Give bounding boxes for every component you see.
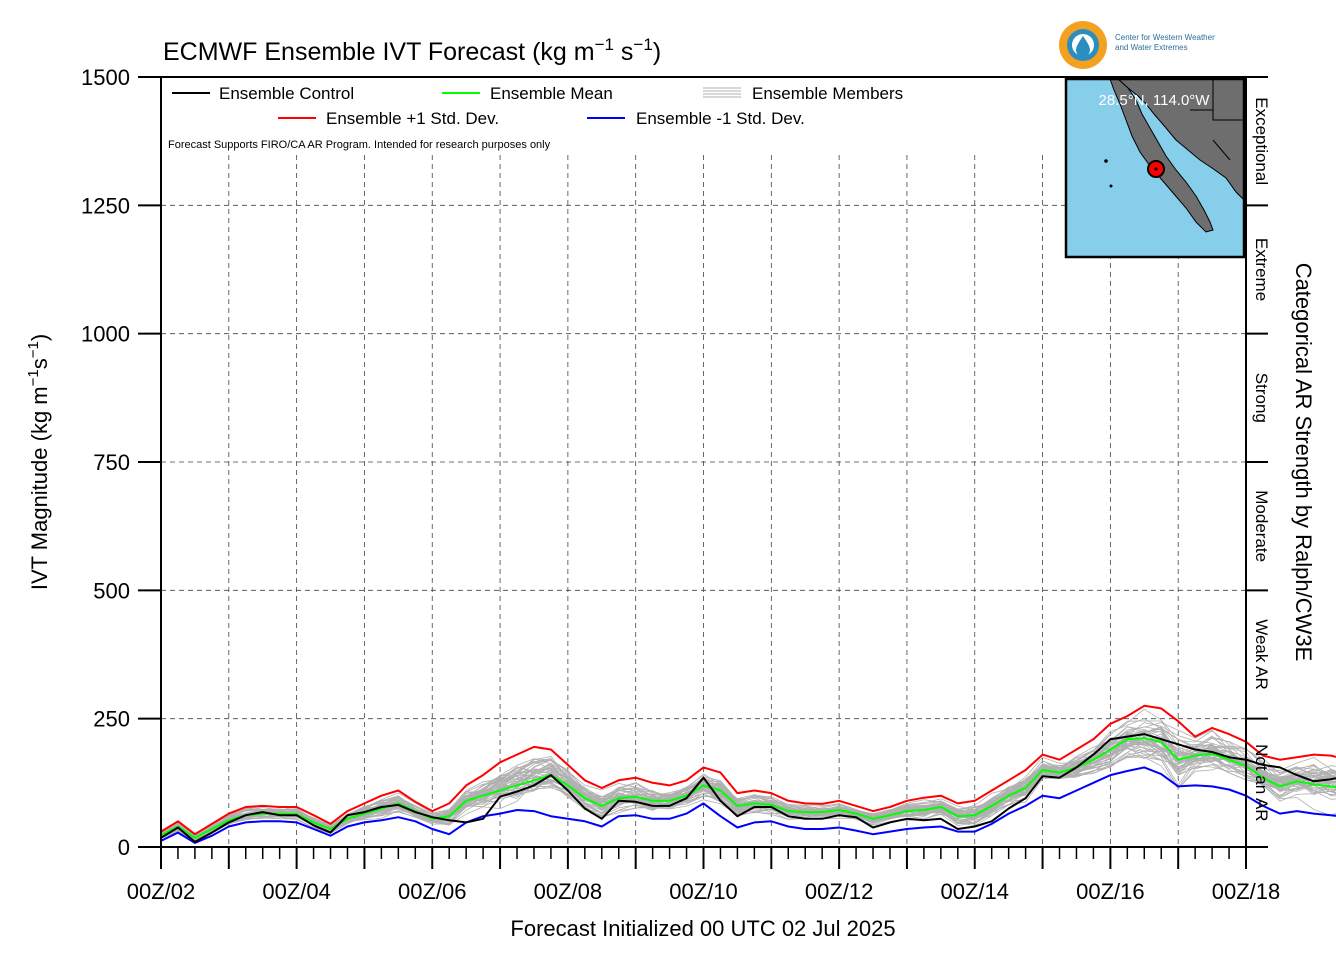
water-drop-icon: [1076, 36, 1090, 57]
legend-swatch-members: [703, 87, 741, 98]
category-label: Not an AR: [1252, 744, 1271, 822]
x-tick-label: 00Z/02: [127, 879, 196, 904]
x-tick-label: 00Z/14: [941, 879, 1010, 904]
legend-label-control: Ensemble Control: [219, 84, 354, 103]
member-line: [160, 735, 1336, 839]
series-line-ensemble-1-std-dev-: [160, 704, 1336, 836]
y-tick-label: 750: [93, 450, 130, 475]
legend: Ensemble Control Ensemble Mean Ensemble …: [168, 84, 903, 151]
map-island: [1109, 184, 1113, 188]
x-tick-label: 00Z/08: [534, 879, 603, 904]
series-line-ensemble-control: [160, 733, 1336, 843]
y-tick-label: 500: [93, 578, 130, 603]
member-line: [160, 737, 1336, 837]
y-tick-label: 1250: [81, 193, 130, 218]
x-tick-label: 00Z/16: [1076, 879, 1145, 904]
y-axis: 0 250 500 750 1000 1250 1500: [81, 65, 161, 860]
research-note: Forecast Supports FIRO/CA AR Program. In…: [168, 139, 551, 151]
x-tick-label: 00Z/12: [805, 879, 874, 904]
category-label: Exceptional: [1252, 97, 1271, 185]
y-axis-label: IVT Magnitude (kg m−1s−1): [25, 334, 52, 590]
x-axis: 00Z/02 00Z/04 00Z/06 00Z/08 00Z/10 00Z/12 00Z/…: [127, 847, 1281, 904]
member-line: [160, 736, 1336, 838]
location-marker-center: [1154, 167, 1158, 171]
category-label: Strong: [1252, 373, 1271, 423]
x-tick-label: 00Z/10: [669, 879, 738, 904]
legend-label-plus-std: Ensemble +1 Std. Dev.: [326, 109, 499, 128]
y-tick-label: 1000: [81, 322, 130, 347]
y-tick-label: 1500: [81, 65, 130, 90]
legend-label-mean: Ensemble Mean: [490, 84, 613, 103]
map-baja-peninsula: [1109, 78, 1214, 233]
right-axis-title: Categorical AR Strength by Ralph/CW3E: [1291, 263, 1316, 662]
ensemble-members: [160, 708, 1336, 843]
series-lines: [160, 704, 1336, 844]
map-island: [1104, 159, 1108, 163]
right-category-axis: Exceptional Extreme Strong Moderate Weak AR N…: [1246, 76, 1271, 848]
map-borders: [1190, 79, 1244, 161]
y-tick-label: 0: [118, 835, 130, 860]
map-coordinate-label: 28.5°N, 114.0°W: [1099, 92, 1211, 109]
x-axis-label: Forecast Initialized 00 UTC 02 Jul 2025: [510, 916, 895, 941]
logo-text-line1: Center for Western Weather: [1115, 33, 1215, 42]
map-frame: [1064, 77, 1246, 259]
chart-title: ECMWF Ensemble IVT Forecast (kg m−1 s−1): [163, 35, 661, 66]
cw3e-logo: Center for Western Weather and Water Ext…: [1059, 21, 1215, 69]
legend-label-members: Ensemble Members: [752, 84, 903, 103]
legend-label-minus-std: Ensemble -1 Std. Dev.: [636, 109, 805, 128]
logo-text-line2: and Water Extremes: [1115, 43, 1188, 52]
series-line-ensemble-mean: [160, 737, 1336, 839]
x-tick-label: 00Z/04: [262, 879, 331, 904]
x-tick-label: 00Z/18: [1212, 879, 1281, 904]
category-label: Moderate: [1252, 490, 1271, 562]
y-tick-label: 250: [93, 707, 130, 732]
category-label: Extreme: [1252, 238, 1271, 301]
map-inset: 28.5°N, 114.0°W: [1064, 77, 1246, 259]
grid-lines: [161, 155, 1246, 847]
member-line: [160, 734, 1336, 840]
x-tick-label: 00Z/06: [398, 879, 467, 904]
series-line-ensemble-1-std-dev-: [160, 766, 1336, 844]
category-label: Weak AR: [1252, 619, 1271, 690]
